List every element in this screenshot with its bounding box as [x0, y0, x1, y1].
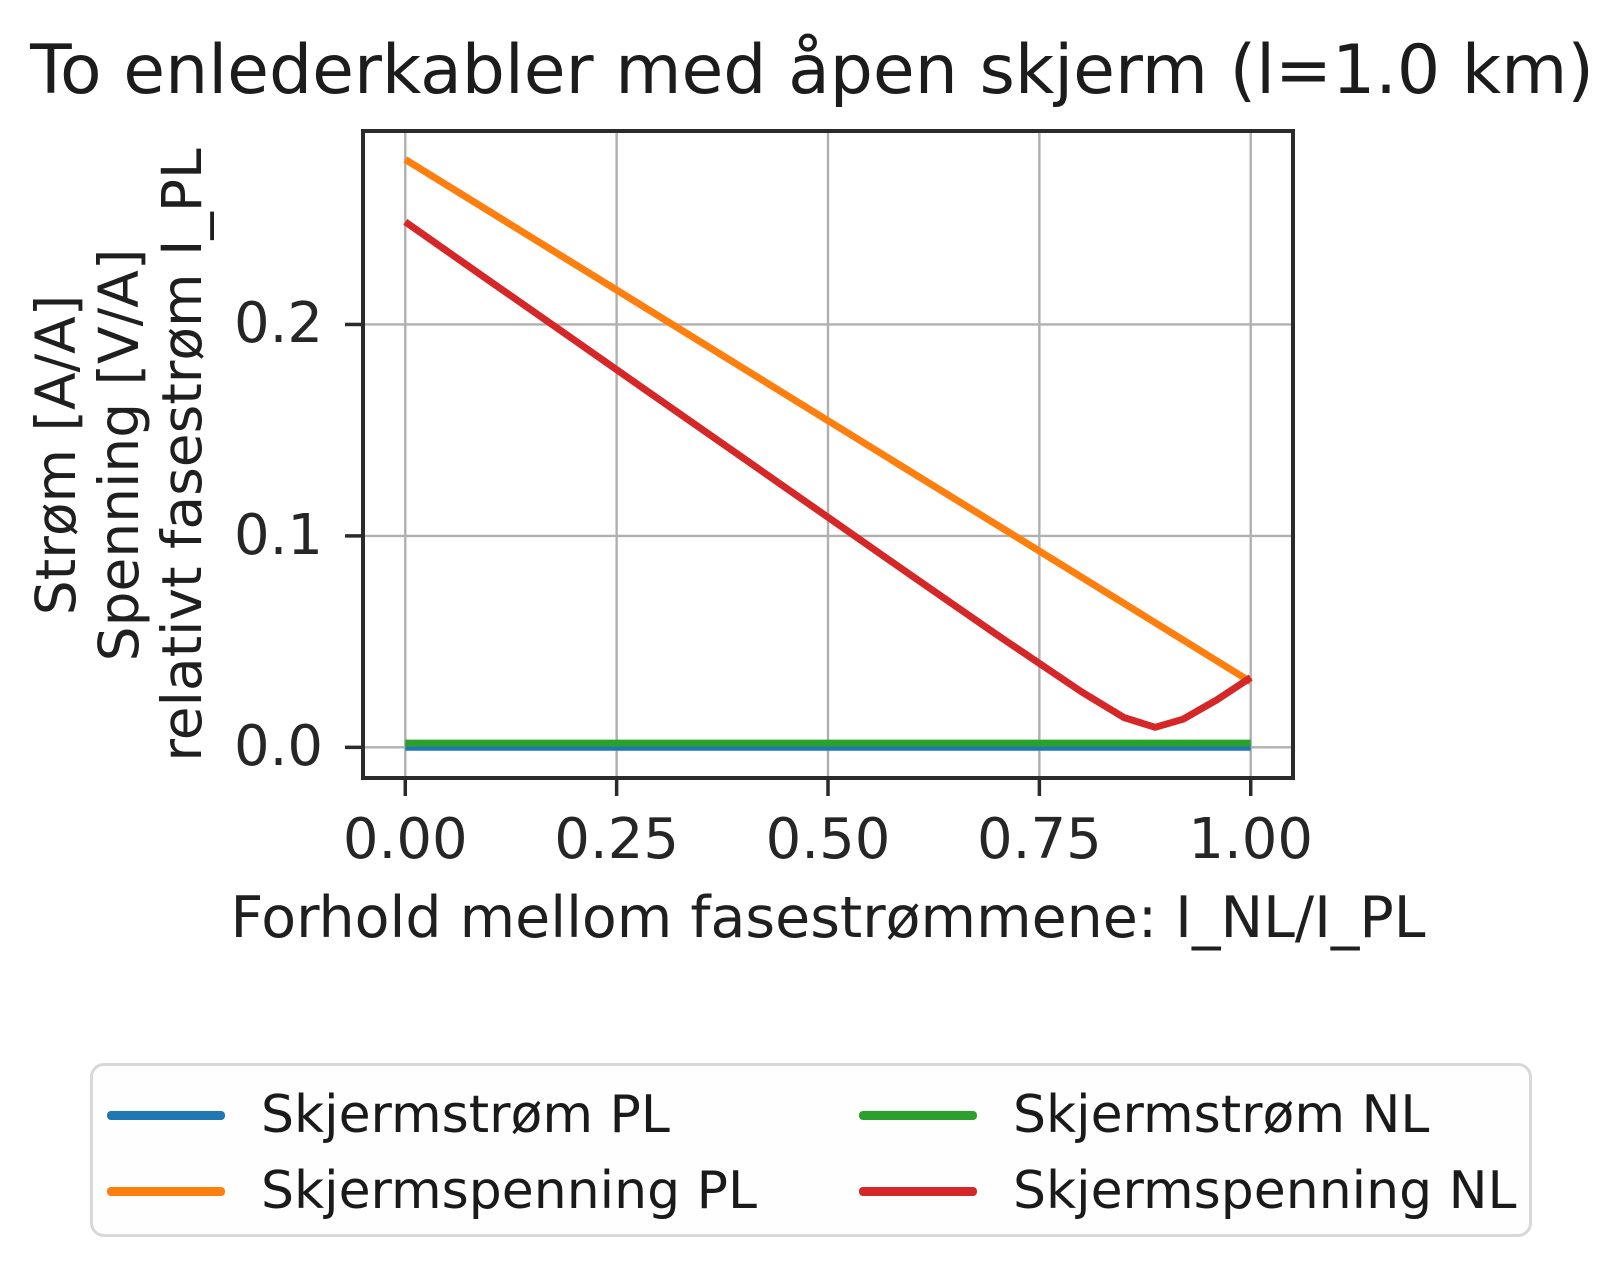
y-axis-label: Strøm [A/A] Spenning [V/A] relativt fase… — [24, 100, 219, 810]
legend-item: Skjermspenning NL — [859, 1161, 1517, 1221]
plot-area — [345, 129, 1295, 796]
legend-inner: Skjermstrøm PL Skjermspenning PL Skjermst… — [93, 1066, 1529, 1221]
legend-line-sample — [107, 1110, 225, 1120]
legend-label: Skjermspenning NL — [1013, 1161, 1517, 1221]
legend-label: Skjermspenning PL — [261, 1161, 757, 1221]
legend-item: Skjermstrøm NL — [859, 1085, 1517, 1145]
y-axis-label-line-1: Strøm [A/A] — [24, 294, 88, 616]
y-axis-label-line-3: relativt fasestrøm I_PL — [150, 148, 214, 762]
x-tick-label: 0.00 — [342, 807, 468, 872]
x-tick-label: 0.50 — [765, 807, 891, 872]
series-line-skjermspenning-nl — [403, 219, 1253, 731]
y-axis-label-line-2: Spenning [V/A] — [87, 248, 151, 662]
y-tick-label: 0.2 — [233, 291, 323, 357]
legend-column-right: Skjermstrøm NL Skjermspenning NL — [859, 1085, 1517, 1221]
legend-label: Skjermstrøm NL — [1013, 1085, 1430, 1145]
x-tick-label: 1.00 — [1188, 807, 1314, 872]
legend-item: Skjermstrøm PL — [107, 1085, 859, 1145]
legend-column-left: Skjermstrøm PL Skjermspenning PL — [107, 1085, 859, 1221]
x-tick-label: 0.75 — [977, 807, 1102, 872]
legend-label: Skjermstrøm PL — [261, 1085, 670, 1145]
series-line-skjermspenning-pl — [403, 156, 1253, 685]
x-axis-label: Forhold mellom fasestrømmene: I_NL/I_PL — [230, 885, 1426, 951]
legend-line-sample — [859, 1110, 977, 1120]
legend: Skjermstrøm PL Skjermspenning PL Skjermst… — [90, 1063, 1532, 1237]
legend-line-sample — [859, 1186, 977, 1196]
y-tick-label: 0.0 — [233, 714, 323, 780]
y-tick-label: 0.1 — [233, 502, 323, 568]
axes-frame — [361, 129, 1295, 780]
legend-line-sample — [107, 1186, 225, 1196]
x-tick-label: 0.25 — [554, 807, 679, 872]
legend-item: Skjermspenning PL — [107, 1161, 859, 1221]
chart-title: To enlederkabler med åpen skjerm (l=1.0 … — [30, 31, 1594, 110]
